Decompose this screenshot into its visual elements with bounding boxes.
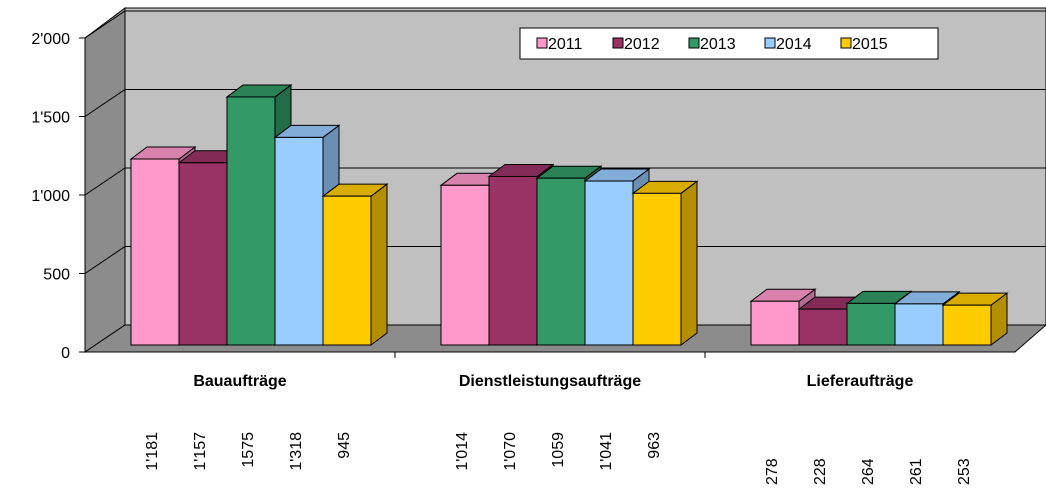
bar-front — [322, 195, 372, 346]
value-label: 1'318 — [288, 432, 305, 471]
x-tick-label: Bauaufträge — [193, 373, 286, 390]
x-tick-label: Lieferaufträge — [807, 373, 914, 390]
x-tick-label: Dienstleistungsaufträge — [459, 373, 641, 390]
bar-front — [178, 162, 228, 346]
value-label: 1'157 — [192, 432, 209, 471]
value-label: 228 — [812, 458, 829, 485]
value-label: 1'181 — [144, 432, 161, 471]
bar-front — [942, 304, 992, 346]
bars — [129, 83, 1009, 346]
grid-line — [84, 89, 1046, 117]
bar-side — [370, 183, 388, 346]
grid-line — [84, 10, 1046, 39]
grid-line — [84, 167, 1046, 196]
bar-front — [274, 136, 324, 346]
legend-label: 2014 — [776, 36, 812, 53]
legend-label: 2012 — [624, 36, 660, 53]
y-tick-label: 2'000 — [31, 31, 70, 48]
bar — [321, 183, 389, 346]
value-label: 1059 — [550, 432, 567, 468]
value-label: 1'070 — [502, 432, 519, 471]
legend-swatch — [764, 37, 776, 49]
bar-front — [750, 300, 800, 346]
y-tick-label: 1'500 — [31, 110, 70, 127]
grid — [79, 10, 1046, 358]
bar-front — [894, 303, 944, 346]
legend-swatch — [688, 37, 700, 49]
value-label: 261 — [908, 458, 925, 485]
side-wall — [84, 7, 126, 353]
legend-swatch — [536, 37, 548, 49]
value-label: 1'041 — [598, 432, 615, 471]
legend — [519, 27, 939, 60]
legend-swatch — [612, 37, 624, 49]
value-label: 1575 — [240, 432, 257, 468]
value-label: 1'014 — [454, 432, 471, 471]
bar-front — [798, 308, 848, 346]
value-label: 253 — [956, 458, 973, 485]
bar-front — [440, 184, 490, 346]
value-label: 278 — [764, 458, 781, 485]
y-tick-label: 500 — [43, 267, 70, 284]
bar-front — [130, 158, 180, 346]
bar-front — [226, 96, 276, 346]
bar — [631, 180, 699, 346]
bar-front — [488, 175, 538, 346]
bar — [941, 292, 1009, 346]
bar-front — [536, 177, 586, 346]
legend-swatch — [840, 37, 852, 49]
labels: 0 500 1'000 1'500 2'000 Bauaufträge 1'181 1'157… — [31, 31, 973, 485]
bar-front — [632, 192, 682, 346]
bar-side — [680, 180, 698, 346]
value-label: 945 — [336, 432, 353, 459]
legend-label: 2013 — [700, 36, 736, 53]
value-label: 264 — [860, 458, 877, 485]
value-label: 963 — [646, 432, 663, 459]
bar-front — [846, 302, 896, 346]
grid-line — [84, 246, 1046, 274]
y-tick-label: 0 — [61, 345, 70, 362]
legend-label: 2015 — [852, 36, 888, 53]
bar-front — [584, 180, 634, 346]
y-tick-label: 1'000 — [31, 188, 70, 205]
legend-label: 2011 — [548, 36, 583, 53]
legend-items: 2011 2012 2013 2014 2015 — [536, 36, 888, 53]
